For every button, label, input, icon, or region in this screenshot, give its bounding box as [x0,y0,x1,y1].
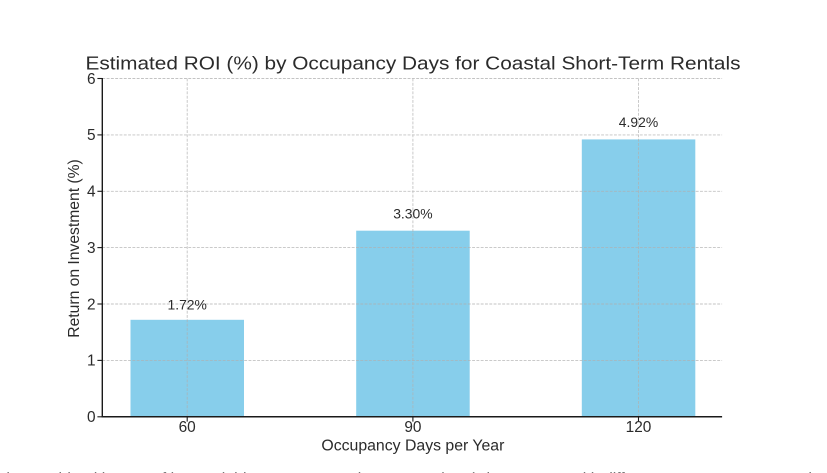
svg-text:5: 5 [87,127,96,144]
svg-text:1.72%: 1.72% [168,296,207,312]
svg-text:60: 60 [179,419,196,436]
svg-text:120: 120 [626,419,652,436]
svg-text:3.30%: 3.30% [393,205,432,221]
svg-text:Occupancy Days per Year: Occupancy Days per Year [321,438,504,455]
svg-text:Return on Investment (%): Return on Investment (%) [66,159,83,338]
svg-text:4: 4 [87,184,96,201]
svg-text:3: 3 [87,240,96,257]
svg-text:90: 90 [404,419,421,436]
svg-text:6: 6 [87,71,96,88]
svg-text:the combined impact of key var: the combined impact of key variables on … [2,471,812,473]
svg-text:2: 2 [87,296,96,313]
svg-text:4.92%: 4.92% [619,114,658,130]
svg-text:0: 0 [87,409,96,426]
svg-text:1: 1 [87,353,96,370]
svg-text:Estimated ROI (%) by Occupancy: Estimated ROI (%) by Occupancy Days for … [86,53,741,74]
